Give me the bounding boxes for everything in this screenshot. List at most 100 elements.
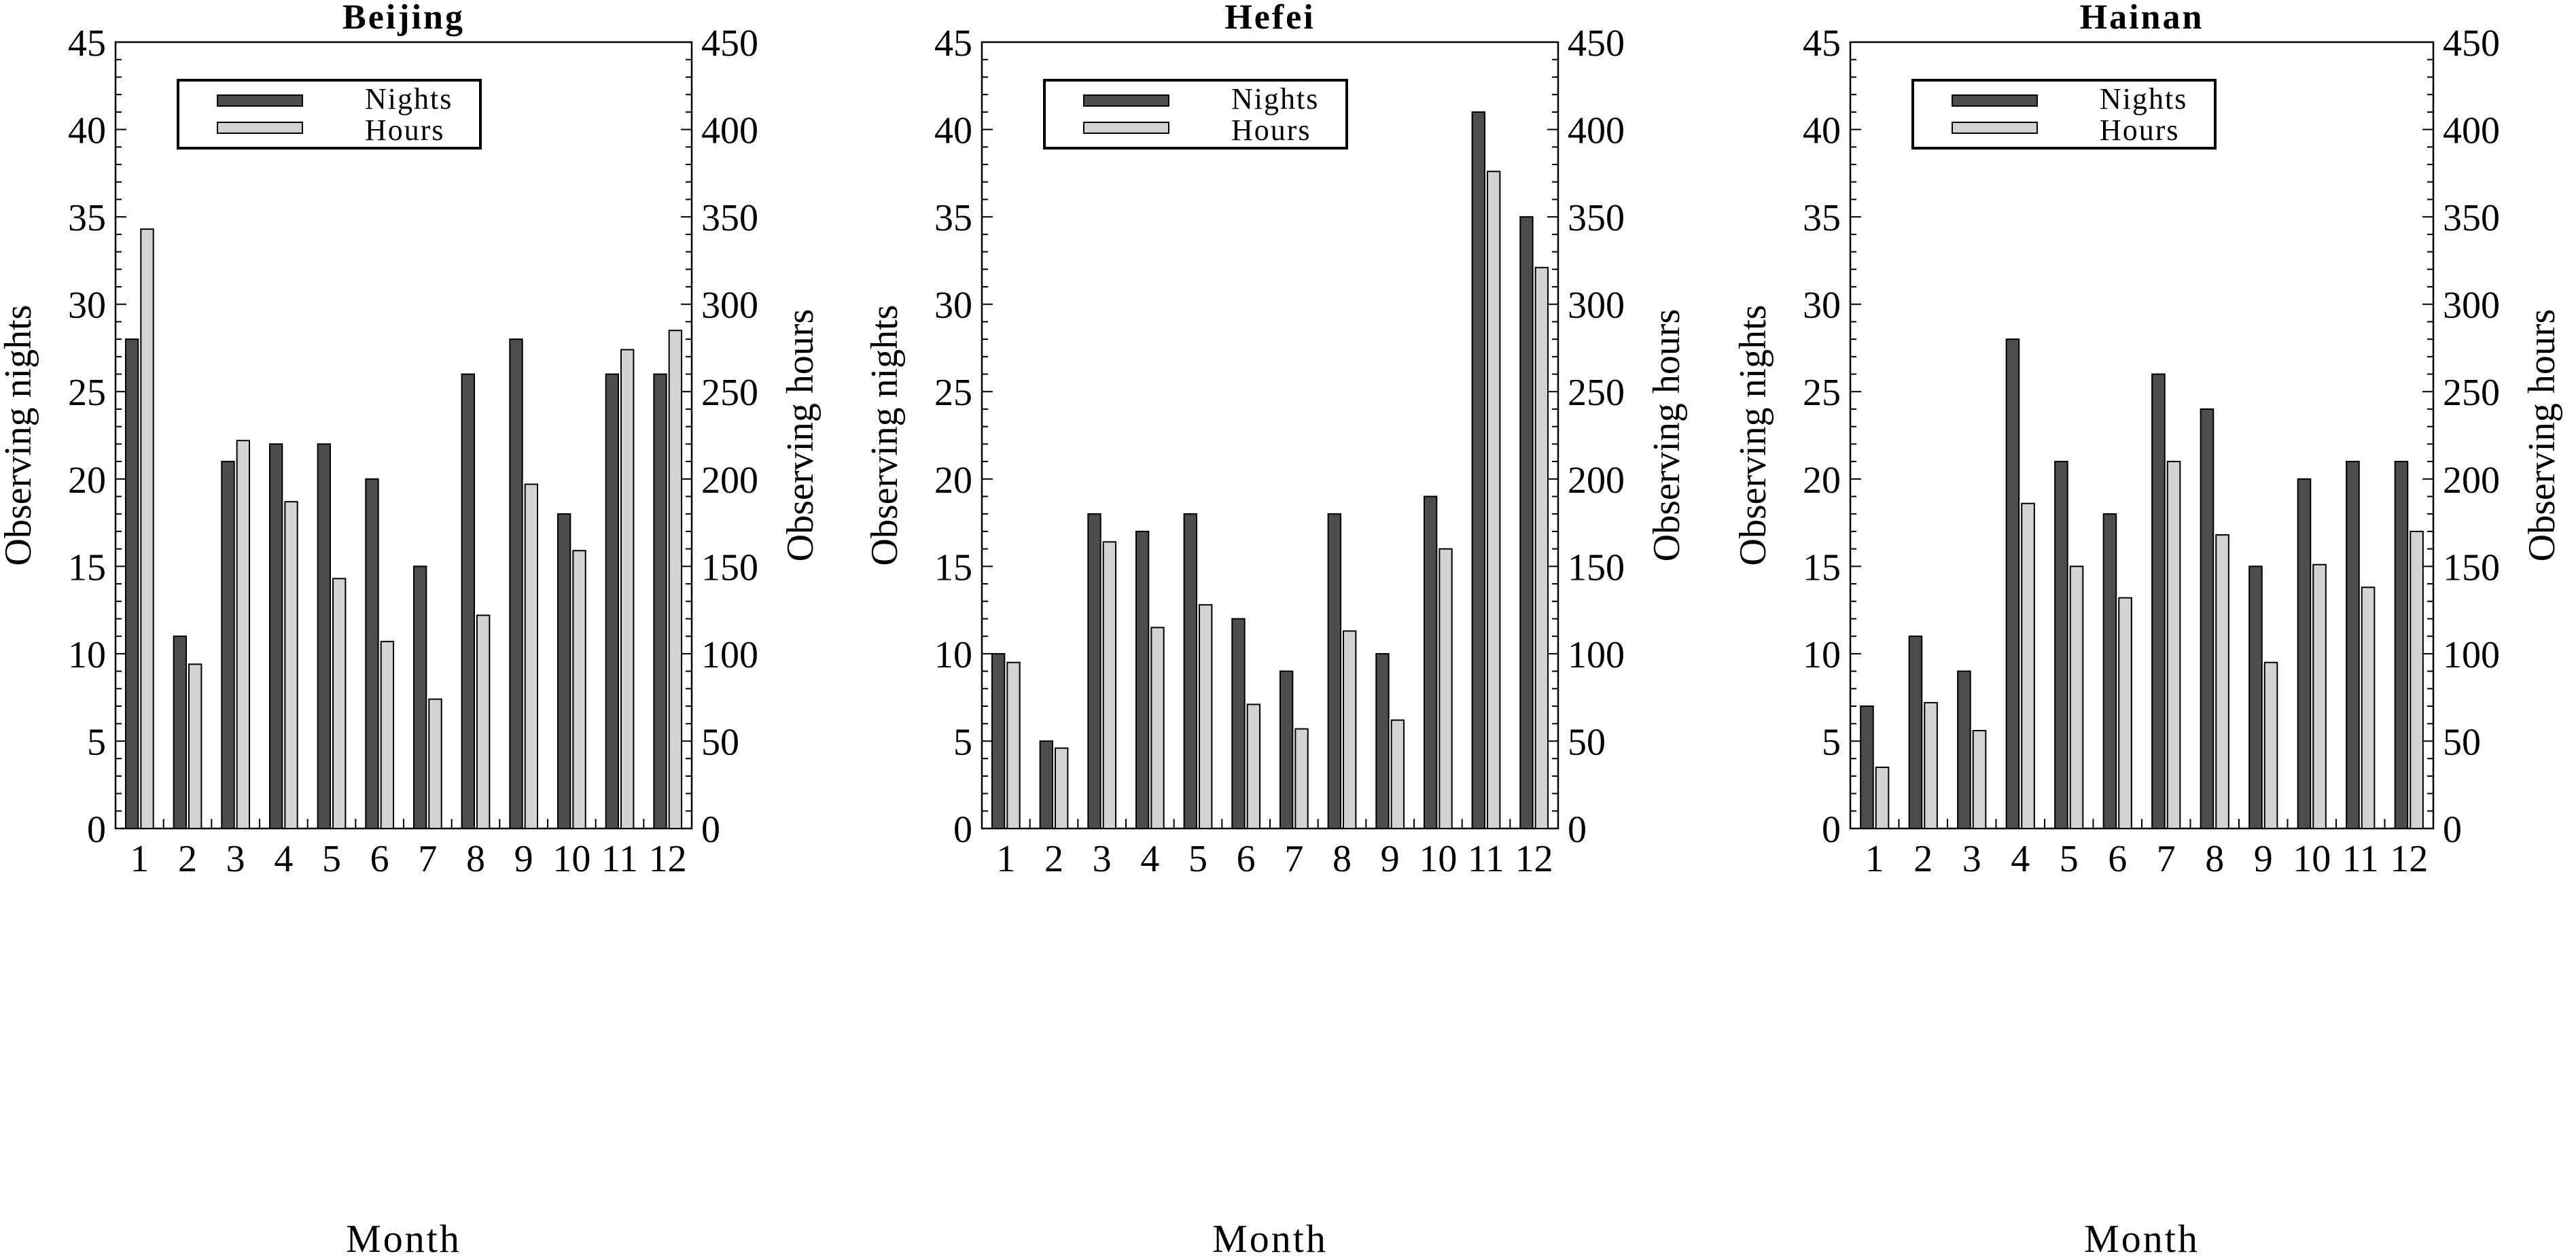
bar-hours: [572, 550, 586, 830]
chart-title: Hainan: [2080, 0, 2204, 37]
x-tick-label: 3: [1093, 838, 1112, 880]
bar-hours: [380, 640, 395, 829]
bar-hours: [2118, 597, 2132, 829]
legend-label-nights: Nights: [1231, 82, 1319, 116]
legend-swatch-nights: [1952, 94, 2038, 107]
bar-hours: [668, 330, 683, 829]
x-tick-label: 1: [1865, 838, 1884, 880]
y-tick-label: 5: [1822, 721, 1841, 763]
x-tick-label: 1: [130, 838, 149, 880]
y-tick-label: 15: [68, 546, 106, 589]
x-tick-label: 6: [370, 838, 389, 880]
bar-nights: [1183, 513, 1198, 829]
bar-nights: [2297, 478, 2312, 829]
y2-tick-label: 250: [701, 372, 758, 414]
bar-hours: [1439, 548, 1453, 829]
x-tick-label: 8: [1333, 838, 1352, 880]
bar-nights: [2102, 513, 2117, 829]
y2-axis-label: Observing hours: [1646, 309, 1688, 562]
panel-hefei: Hefei05101520253035404505010015020025030…: [864, 0, 1688, 1258]
bar-nights: [557, 513, 571, 829]
bar-hours: [188, 663, 202, 829]
x-tick-label: 8: [466, 838, 485, 880]
bar-nights: [365, 478, 379, 829]
bar-hours: [1199, 604, 1213, 829]
bar-nights: [2248, 565, 2263, 829]
bar-hours: [1006, 661, 1021, 829]
y-axis-label: Observing nights: [0, 304, 39, 565]
y-tick-label: 15: [1803, 546, 1841, 589]
y-axis-label: Observing nights: [864, 304, 906, 565]
y-tick-label: 10: [68, 634, 106, 676]
x-tick-label: 9: [2254, 838, 2273, 880]
y2-tick-label: 400: [1568, 110, 1625, 152]
x-tick-label: 5: [322, 838, 341, 880]
bar-nights: [2200, 408, 2215, 829]
y2-tick-label: 200: [2443, 459, 2500, 502]
bar-nights: [2394, 461, 2409, 829]
y2-tick-label: 0: [2443, 809, 2462, 851]
y-tick-label: 0: [87, 809, 106, 851]
y2-tick-label: 100: [2443, 634, 2500, 676]
y2-axis-label: Observing hours: [779, 309, 822, 562]
x-tick-label: 2: [1044, 838, 1063, 880]
legend-swatch-nights: [1083, 94, 1169, 107]
y-tick-label: 10: [1803, 634, 1841, 676]
y2-tick-label: 50: [1568, 721, 1606, 763]
x-tick-label: 1: [996, 838, 1015, 880]
x-tick-label: 9: [514, 838, 533, 880]
x-tick-label: 11: [1468, 838, 1504, 880]
x-tick-label: 10: [2293, 838, 2331, 880]
bar-hours: [1487, 171, 1501, 830]
y-tick-label: 45: [934, 22, 972, 65]
bar-hours: [476, 614, 491, 830]
x-tick-label: 4: [1140, 838, 1159, 880]
y-tick-label: 35: [1803, 197, 1841, 239]
y-tick-label: 25: [1803, 372, 1841, 414]
y2-axis-label: Observing hours: [2521, 309, 2563, 562]
bar-hours: [332, 578, 347, 829]
y2-tick-label: 250: [1568, 372, 1625, 414]
chart-title: Beijing: [342, 0, 465, 37]
x-tick-label: 12: [1515, 838, 1553, 880]
bar-hours: [2021, 502, 2035, 829]
legend: [1911, 79, 2217, 150]
bar-nights: [1519, 216, 1534, 830]
bar-nights: [1039, 740, 1054, 830]
y-tick-label: 25: [68, 372, 106, 414]
y2-tick-label: 100: [1568, 634, 1625, 676]
y-tick-label: 45: [1803, 22, 1841, 65]
x-tick-label: 7: [2157, 838, 2176, 880]
legend-label-hours: Hours: [2100, 113, 2180, 147]
bar-nights: [317, 443, 332, 829]
bar-hours: [236, 440, 251, 829]
bar-hours: [620, 349, 635, 829]
y2-tick-label: 400: [2443, 110, 2500, 152]
bar-hours: [1972, 730, 1987, 830]
bar-nights: [1423, 495, 1438, 829]
bar-hours: [1150, 627, 1165, 829]
bar-nights: [2346, 461, 2360, 829]
bar-nights: [268, 443, 283, 829]
legend: [1043, 79, 1348, 150]
bar-nights: [1860, 705, 1874, 829]
legend-swatch-hours: [217, 122, 303, 134]
bar-nights: [124, 338, 139, 830]
legend-label-nights: Nights: [2100, 82, 2187, 116]
x-tick-label: 9: [1381, 838, 1400, 880]
y-tick-label: 0: [953, 809, 972, 851]
y-tick-label: 45: [68, 22, 106, 65]
bar-hours: [428, 698, 442, 830]
bar-nights: [1471, 111, 1486, 829]
x-axis-label: Month: [2084, 1217, 2200, 1255]
x-tick-label: 6: [2108, 838, 2127, 880]
y-tick-label: 35: [934, 197, 972, 239]
bar-nights: [2151, 373, 2166, 829]
legend-label-hours: Hours: [365, 113, 445, 147]
y2-tick-label: 200: [701, 459, 758, 502]
x-tick-label: 3: [1962, 838, 1981, 880]
y2-tick-label: 350: [1568, 197, 1625, 239]
legend-swatch-hours: [1083, 122, 1169, 134]
y2-tick-label: 250: [2443, 372, 2500, 414]
x-tick-label: 10: [552, 838, 590, 880]
